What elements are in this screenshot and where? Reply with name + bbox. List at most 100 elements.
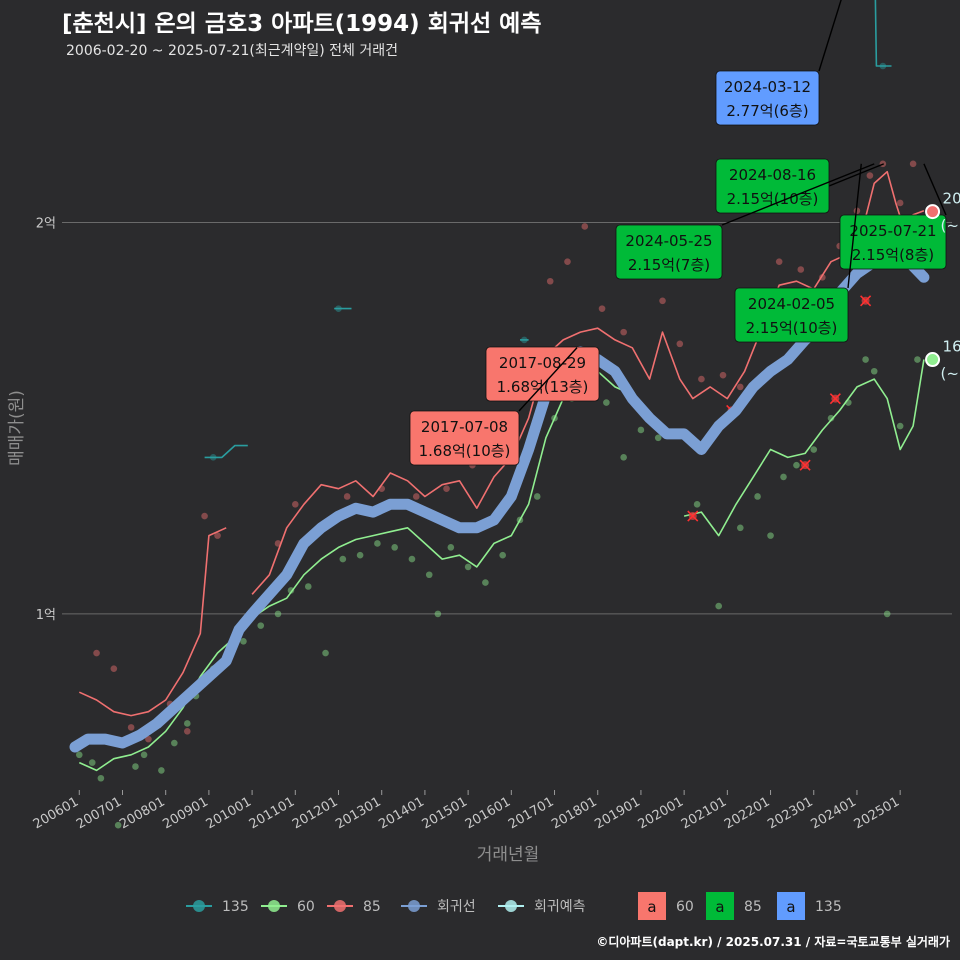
chart-subtitle: 2006-02-20 ~ 2025-07-21(최근계약일) 전체 거래건 [66, 43, 398, 59]
legend-label: 60 [676, 899, 694, 915]
annotation-date: 2017-07-08 [421, 418, 508, 436]
x-tick-label: 201701 [506, 794, 556, 832]
annotation-box [409, 410, 520, 466]
series-line-60 [683, 359, 925, 537]
legend-box [777, 892, 805, 920]
annotation-leader [518, 347, 578, 412]
scatter-point-85 [546, 277, 554, 285]
scatter-point-85 [412, 493, 420, 500]
scatter-point-85 [145, 735, 152, 743]
x-tick-label: 200901 [160, 794, 210, 832]
scatter-point-85 [698, 375, 705, 383]
x-tick-label: 200801 [117, 794, 167, 832]
scatter-point-135 [520, 336, 528, 344]
x-tick-label: 202001 [636, 794, 686, 832]
forecast-marker [925, 204, 941, 220]
annotation-box [615, 224, 723, 280]
scatter-point-85 [378, 485, 386, 492]
scatter-point-135 [209, 454, 217, 461]
regression-line [69, 236, 930, 753]
scatter-point-60 [88, 759, 96, 766]
scatter-point-85 [737, 383, 744, 391]
annotation-box [839, 214, 947, 270]
scatter-point-60 [140, 751, 148, 759]
annotation-date: 2017-08-29 [499, 354, 586, 372]
x-tick-label: 202401 [808, 794, 858, 832]
scatter-point-60 [533, 493, 541, 500]
scatter-point-85 [127, 724, 135, 731]
scatter-point-60 [715, 602, 722, 610]
x-axis-title: 거래년월 [477, 845, 540, 865]
forecast-marker [925, 352, 941, 368]
footer-credit: ©디아파트(dapt.kr) / 2025.07.31 / 자료=국토교통부 실… [596, 935, 950, 949]
legend-box-glyph: a [715, 898, 724, 916]
annotation-box [485, 346, 600, 402]
scatter-point-60 [158, 767, 165, 774]
x-tick-label: 201301 [333, 794, 383, 832]
annotation-price: 1.68억(10층) [419, 442, 511, 460]
scatter-point-60 [75, 751, 83, 759]
scatter-point-60 [183, 720, 191, 727]
scatter-point-60 [827, 414, 835, 422]
scatter-point-85 [797, 266, 805, 273]
annotation-leader [923, 163, 947, 216]
scatter-point-85 [896, 199, 904, 207]
cancelled-mark-x [829, 393, 841, 405]
annotation-box [734, 287, 849, 343]
scatter-point-60 [754, 493, 761, 500]
scatter-point-85 [775, 258, 783, 265]
scatter-point-60 [339, 555, 347, 563]
scatter-point-85 [292, 501, 299, 508]
scatter-point-60 [737, 524, 744, 532]
legend-label: 회귀예측 [534, 899, 586, 915]
scatter-point-60 [171, 739, 178, 747]
annotation-price: 2.15억(7층) [628, 256, 710, 274]
scatter-point-60 [767, 532, 774, 539]
scatter-point-60 [287, 587, 295, 594]
x-tick-label: 201201 [290, 794, 340, 832]
scatter-point-60 [132, 763, 139, 770]
scatter-point-85 [274, 540, 282, 547]
forecast-labels: 20,280 (~85㎡) 16,500 (~60㎡) [925, 190, 960, 383]
legend-box [638, 892, 666, 920]
scatter-point-85 [214, 532, 221, 539]
scatter-point-60 [870, 367, 878, 375]
legend-key-dot [334, 900, 346, 912]
scatter-point-60 [603, 399, 610, 406]
scatter-point-60 [482, 579, 489, 586]
annotation-date: 2024-03-12 [724, 78, 811, 96]
annotation-price: 2.15억(10층) [746, 319, 838, 337]
x-tick-label: 202501 [852, 794, 902, 832]
legend-box-glyph: a [786, 898, 795, 916]
scatter-point-60 [793, 461, 800, 469]
y-axis-title: 매매가(원) [7, 390, 27, 466]
y-tick-label: 1억 [36, 608, 56, 623]
scatter-point-85 [110, 665, 118, 672]
legend-label: 회귀선 [437, 899, 476, 915]
legend-box-glyph: a [647, 898, 656, 916]
scatter-point-60 [499, 551, 506, 559]
scatter-point-60 [464, 563, 472, 571]
scatter-point-135 [335, 305, 342, 312]
annotation-price: 2.77억(6층) [726, 102, 808, 120]
series-line-85 [78, 527, 227, 717]
scatter-point-60 [780, 473, 787, 481]
annotation-date: 2025-07-21 [849, 222, 936, 240]
forecast-value: 20,280 [943, 190, 960, 208]
scatter-point-85 [620, 328, 627, 336]
scatter-point-85 [719, 371, 727, 379]
scatter-point-60 [654, 434, 662, 442]
scatter-point-60 [883, 610, 891, 618]
x-tick-label: 201001 [204, 794, 254, 832]
series-line-135 [874, 0, 892, 67]
legend-key-dot [268, 900, 280, 912]
scatter-point-85 [598, 305, 606, 312]
scatter-point-85 [201, 512, 208, 520]
legend-box [706, 892, 734, 920]
legend-label: 135 [815, 899, 842, 915]
scatter-point-60 [391, 544, 398, 551]
scatter-point-85 [659, 297, 666, 305]
annotation-price: 2.15억(8층) [852, 246, 934, 264]
scatter-point-85 [93, 649, 100, 657]
x-tick-label: 201101 [247, 794, 297, 832]
